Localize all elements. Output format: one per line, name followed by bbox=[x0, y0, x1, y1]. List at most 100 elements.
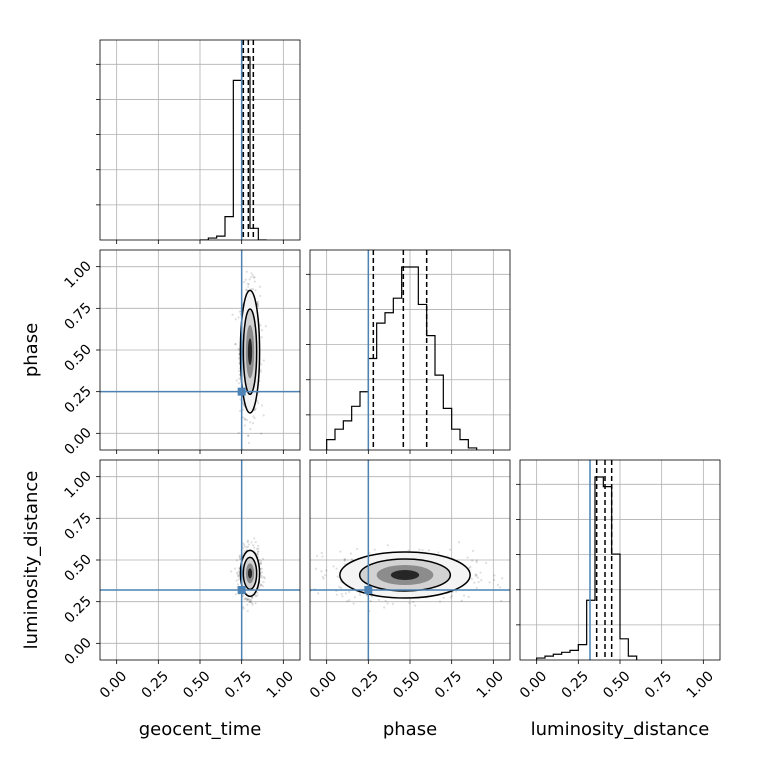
sample-point bbox=[236, 583, 239, 586]
y-tick-label: 1.00 bbox=[61, 258, 94, 291]
sample-point bbox=[260, 571, 264, 574]
sample-point bbox=[233, 567, 237, 570]
sample-point bbox=[471, 559, 474, 562]
sample-point bbox=[427, 549, 431, 552]
sample-point bbox=[338, 585, 341, 588]
sample-point bbox=[264, 325, 267, 328]
y-axis-label-luminosity_distance: luminosity_distance bbox=[21, 471, 42, 650]
sample-point bbox=[238, 567, 241, 570]
sample-point bbox=[237, 347, 240, 350]
sample-point bbox=[259, 285, 262, 288]
density-contour bbox=[247, 568, 253, 579]
sample-point bbox=[373, 548, 376, 551]
sample-point bbox=[243, 418, 246, 421]
sample-point bbox=[480, 579, 483, 582]
sample-point bbox=[320, 551, 323, 555]
panel-plot-area bbox=[100, 460, 300, 660]
y-tick-label: 0.00 bbox=[61, 425, 94, 458]
y-tick-label: 0.50 bbox=[61, 552, 94, 585]
sample-point bbox=[260, 432, 263, 435]
sample-point bbox=[237, 578, 240, 581]
panel-plot-area bbox=[100, 40, 300, 240]
sample-point bbox=[259, 584, 262, 587]
sample-point bbox=[231, 313, 234, 316]
sample-point bbox=[317, 592, 320, 595]
sample-point bbox=[476, 576, 479, 579]
sample-point bbox=[344, 592, 348, 595]
sample-point bbox=[260, 567, 263, 570]
sample-point bbox=[260, 576, 263, 579]
sample-point bbox=[237, 431, 240, 435]
sample-point bbox=[391, 602, 394, 605]
sample-point bbox=[386, 602, 389, 605]
sample-point bbox=[259, 562, 263, 565]
sample-point bbox=[322, 577, 325, 580]
sample-point bbox=[246, 609, 249, 613]
sample-point bbox=[316, 554, 319, 557]
sample-point bbox=[254, 594, 257, 597]
sample-point bbox=[352, 602, 355, 605]
sample-point bbox=[241, 547, 245, 550]
sample-point bbox=[475, 586, 478, 590]
sample-point bbox=[479, 571, 482, 574]
sample-point bbox=[259, 370, 262, 373]
x-axis-label-geocent_time: geocent_time bbox=[139, 719, 262, 740]
sample-point bbox=[246, 598, 249, 602]
sample-point bbox=[339, 586, 343, 590]
sample-point bbox=[500, 599, 503, 603]
sample-point bbox=[493, 574, 496, 577]
sample-point bbox=[457, 541, 461, 544]
panel-plot-area bbox=[100, 250, 300, 450]
sample-point bbox=[475, 573, 478, 576]
sample-point bbox=[262, 557, 265, 560]
sample-point bbox=[256, 300, 260, 303]
sample-point bbox=[256, 594, 259, 597]
sample-point bbox=[251, 422, 255, 425]
sample-point bbox=[235, 559, 239, 562]
sample-point bbox=[377, 598, 381, 602]
sample-point bbox=[245, 288, 248, 292]
sample-point bbox=[260, 363, 263, 366]
sample-point bbox=[408, 601, 411, 604]
y-tick-label: 0.50 bbox=[61, 342, 94, 375]
sample-point bbox=[260, 336, 263, 339]
sample-point bbox=[250, 541, 253, 544]
sample-point bbox=[442, 596, 445, 599]
sample-point bbox=[245, 545, 248, 549]
sample-point bbox=[247, 597, 250, 600]
sample-point bbox=[237, 357, 240, 360]
sample-point bbox=[249, 421, 252, 424]
sample-point bbox=[236, 571, 239, 574]
sample-point bbox=[291, 592, 293, 594]
x-tick-label: 0.50 bbox=[390, 668, 423, 701]
sample-point bbox=[496, 583, 500, 586]
sample-point bbox=[248, 278, 251, 281]
x-tick-label: 0.75 bbox=[642, 668, 675, 701]
panel-geocent_time-luminosity_distance: 0.00 0.25 0.50 0.75 1.000.000.250.500.751.00 bbox=[61, 459, 301, 702]
sample-point bbox=[247, 441, 251, 445]
sample-point bbox=[262, 414, 265, 417]
sample-point bbox=[238, 377, 241, 380]
sample-point bbox=[243, 549, 246, 553]
sample-point bbox=[325, 569, 328, 572]
sample-point bbox=[454, 590, 458, 593]
sample-point bbox=[321, 575, 324, 579]
sample-point bbox=[421, 549, 424, 552]
sample-point bbox=[260, 404, 264, 407]
sample-point bbox=[336, 575, 339, 578]
sample-point bbox=[253, 546, 256, 549]
sample-point bbox=[250, 601, 253, 605]
sample-point bbox=[253, 537, 256, 540]
sample-point bbox=[450, 594, 454, 597]
sample-point bbox=[484, 561, 488, 564]
sample-point bbox=[332, 565, 335, 568]
sample-point bbox=[358, 593, 362, 596]
sample-point bbox=[256, 302, 259, 305]
sample-point bbox=[253, 408, 257, 411]
sample-point bbox=[369, 599, 372, 602]
sample-point bbox=[256, 399, 259, 402]
sample-point bbox=[254, 407, 257, 410]
sample-point bbox=[249, 599, 252, 602]
sample-point bbox=[238, 554, 241, 557]
